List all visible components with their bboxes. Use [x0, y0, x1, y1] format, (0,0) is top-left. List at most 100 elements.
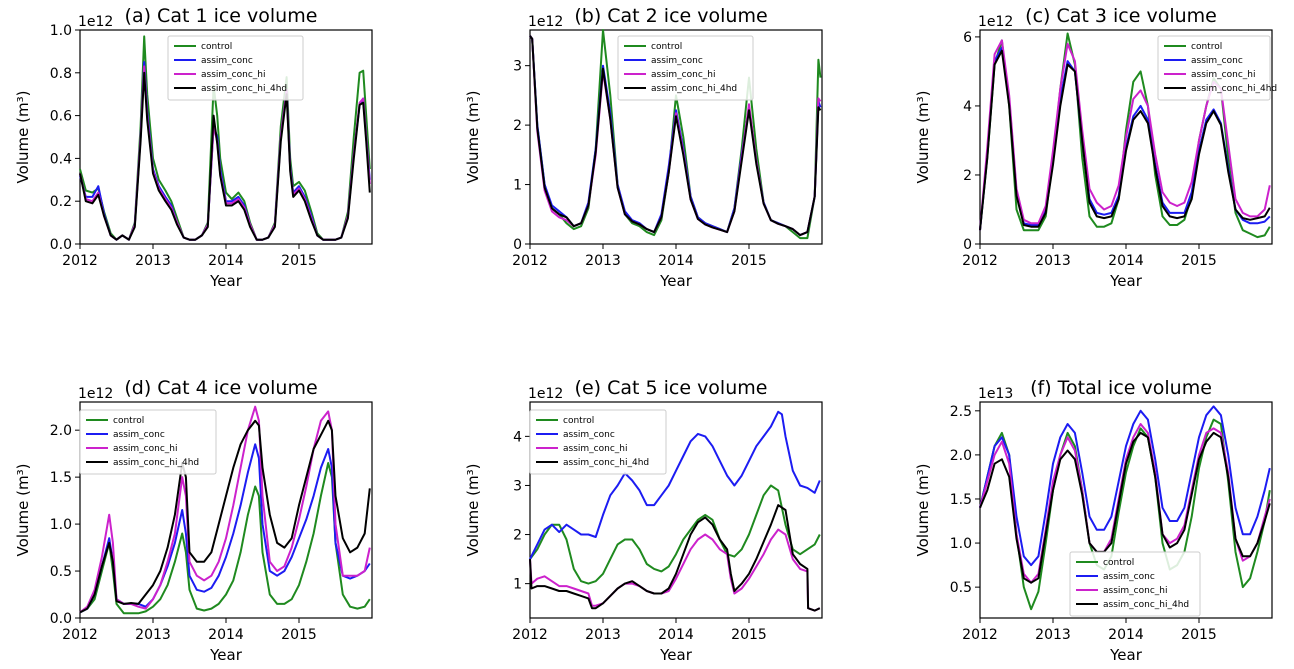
x-tick-label: 2013 [585, 627, 621, 643]
y-axis-label: Volume (m³) [14, 91, 32, 184]
x-tick-label: 2015 [1181, 627, 1217, 643]
x-tick-label: 2012 [512, 253, 548, 269]
legend-box [529, 409, 667, 475]
series-line-control [79, 462, 371, 615]
chart-title-2: (b) Cat 2 ice volume [574, 5, 767, 27]
scale-label-2: 1e12 [528, 14, 563, 30]
legend-box [79, 409, 217, 475]
y-tick-label: 3 [513, 59, 522, 75]
series-line-assim_conc_hi_4hd [79, 71, 371, 241]
legend-label-assim_conc: assim_conc [1191, 56, 1243, 66]
legend-label-assim_conc_hi_4hd: assim_conc_hi_4hd [1191, 84, 1277, 94]
y-tick-label: 2.5 [950, 404, 972, 420]
x-tick-label: 2013 [1035, 253, 1071, 269]
series-line-assim_conc_hi_4hd [79, 419, 371, 614]
x-tick-label: 2014 [208, 627, 244, 643]
legend-box [1157, 35, 1271, 101]
x-tick-label: 2013 [135, 627, 171, 643]
y-tick-label: 2 [963, 168, 972, 184]
series-line-assim_conc_hi_4hd [529, 35, 822, 237]
x-axis-label: Year [659, 646, 693, 664]
x-tick-label: 2015 [731, 627, 767, 643]
scale-label-5: 1e12 [528, 386, 563, 402]
chart-title-1: (a) Cat 1 ice volume [125, 5, 318, 27]
y-tick-label: 0.2 [50, 194, 72, 210]
x-axis-label: Year [1109, 272, 1143, 290]
y-tick-label: 0 [963, 237, 972, 253]
x-tick-label: 2012 [962, 253, 998, 269]
y-axis-label: Volume (m³) [14, 464, 32, 557]
chart-title-4: (d) Cat 4 ice volume [124, 377, 317, 399]
x-tick-label: 2014 [1108, 253, 1144, 269]
scale-label-6: 1e13 [978, 386, 1013, 402]
legend-label-assim_conc: assim_conc [113, 430, 165, 440]
legend-label-control: control [1103, 558, 1134, 568]
series-line-assim_conc_hi_4hd [979, 49, 1271, 231]
legend-label-assim_conc_hi_4hd: assim_conc_hi_4hd [113, 458, 199, 468]
y-tick-label: 2 [513, 528, 522, 544]
y-tick-label: 2.0 [50, 423, 72, 439]
x-tick-label: 2013 [135, 253, 171, 269]
legend-label-control: control [201, 42, 232, 52]
scale-label-3: 1e12 [978, 14, 1013, 30]
y-tick-label: 4 [513, 429, 522, 445]
x-tick-label: 2014 [208, 253, 244, 269]
y-tick-label: 0.4 [50, 151, 72, 167]
legend-label-assim_conc_hi: assim_conc_hi [1103, 586, 1167, 596]
y-axis-label: Volume (m³) [914, 91, 932, 184]
legend-box [167, 35, 304, 101]
legend-label-assim_conc: assim_conc [563, 430, 615, 440]
y-tick-label: 1.0 [950, 536, 972, 552]
y-tick-label: 4 [963, 99, 972, 115]
legend-label-control: control [1191, 42, 1222, 52]
legend-label-control: control [563, 416, 594, 426]
x-axis-label: Year [209, 272, 243, 290]
y-tick-label: 1 [513, 178, 522, 194]
x-tick-label: 2015 [281, 253, 317, 269]
y-tick-label: 1.5 [50, 470, 72, 486]
y-tick-label: 2.0 [950, 448, 972, 464]
scale-label-1: 1e12 [78, 14, 113, 30]
legend-label-assim_conc_hi_4hd: assim_conc_hi_4hd [651, 84, 737, 94]
series-line-assim_conc_hi_4hd [529, 504, 821, 612]
legend-label-control: control [113, 416, 144, 426]
chart-title-5: (e) Cat 5 ice volume [575, 377, 768, 399]
y-tick-label: 2 [513, 118, 522, 134]
y-tick-label: 6 [963, 30, 972, 46]
x-tick-label: 2015 [731, 253, 767, 269]
x-tick-label: 2014 [658, 627, 694, 643]
x-tick-label: 2012 [62, 253, 98, 269]
y-tick-label: 0.0 [50, 611, 72, 627]
x-tick-label: 2015 [281, 627, 317, 643]
legend-box [617, 35, 754, 101]
legend-label-assim_conc_hi_4hd: assim_conc_hi_4hd [1103, 600, 1189, 610]
legend-label-assim_conc_hi: assim_conc_hi [651, 70, 715, 80]
y-tick-label: 0.6 [50, 109, 72, 125]
series-line-assim_conc_hi [529, 528, 821, 612]
scale-label-4: 1e12 [78, 386, 113, 402]
legend-label-assim_conc_hi_4hd: assim_conc_hi_4hd [201, 84, 287, 94]
x-tick-label: 2012 [962, 627, 998, 643]
legend-label-assim_conc: assim_conc [201, 56, 253, 66]
y-tick-label: 1.0 [50, 23, 72, 39]
series-line-assim_conc [979, 405, 1271, 567]
legend-label-control: control [651, 42, 682, 52]
x-tick-label: 2014 [658, 253, 694, 269]
y-tick-label: 0.5 [50, 564, 72, 580]
y-tick-label: 0.0 [50, 237, 72, 253]
legend-label-assim_conc_hi: assim_conc_hi [1191, 70, 1255, 80]
y-axis-label: Volume (m³) [464, 464, 482, 557]
legend-box [1069, 551, 1201, 617]
legend-label-assim_conc: assim_conc [651, 56, 703, 66]
x-tick-label: 2013 [1035, 627, 1071, 643]
x-tick-label: 2012 [62, 627, 98, 643]
y-tick-label: 1.0 [50, 517, 72, 533]
series-line-control [529, 484, 821, 585]
legend-label-assim_conc: assim_conc [1103, 572, 1155, 582]
x-tick-label: 2015 [1181, 253, 1217, 269]
x-tick-label: 2012 [512, 627, 548, 643]
legend-label-assim_conc_hi_4hd: assim_conc_hi_4hd [563, 458, 649, 468]
legend-label-assim_conc_hi: assim_conc_hi [201, 70, 265, 80]
x-tick-label: 2014 [1108, 627, 1144, 643]
